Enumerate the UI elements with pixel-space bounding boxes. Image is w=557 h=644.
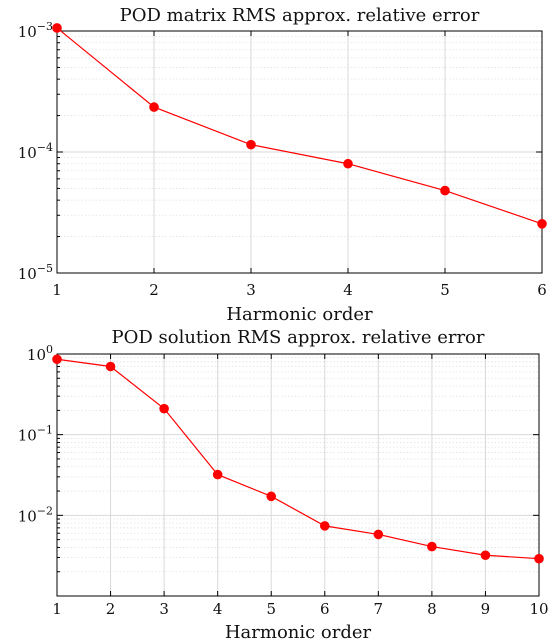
data-point	[52, 23, 62, 33]
data-point	[246, 139, 256, 150]
y-tick-label: 10−2	[18, 504, 53, 525]
x-tick-label: 5	[266, 600, 276, 618]
data-point	[149, 102, 159, 112]
x-tick-label: 4	[343, 281, 353, 299]
x-tick-label: 1	[52, 281, 62, 299]
x-tick-label: 10	[529, 600, 548, 618]
x-axis-label: Harmonic order	[225, 622, 372, 643]
chart-title: POD matrix RMS approx. relative error	[120, 5, 480, 26]
y-tick-label: 10−3	[18, 20, 53, 41]
x-tick-label: 2	[149, 281, 159, 299]
data-point	[480, 550, 491, 561]
x-tick-label: 7	[374, 600, 384, 618]
chart-pod-solution-error: 1 2 3 4 5 6 7 8 9 10 10−2 10−1 100 POD solution RMS a…	[18, 327, 549, 643]
x-tick-label: 1	[52, 600, 62, 618]
data-point	[534, 553, 544, 564]
x-tick-label: 5	[440, 281, 450, 299]
x-tick-label: 6	[537, 281, 547, 299]
y-tick-label: 100	[27, 343, 53, 364]
x-tick-label: 3	[246, 281, 256, 299]
data-point	[52, 354, 62, 365]
data-point	[319, 521, 330, 531]
data-point	[427, 541, 437, 552]
x-tick-label: 3	[159, 600, 169, 618]
data-point	[440, 185, 450, 196]
x-tick-label: 8	[427, 600, 437, 618]
plot-area	[57, 354, 539, 596]
y-tick-label: 10−1	[18, 424, 53, 445]
data-point	[373, 529, 384, 540]
y-tick-label: 10−5	[18, 262, 53, 283]
data-point	[343, 158, 353, 169]
x-axis-label: Harmonic order	[226, 304, 373, 325]
x-tick-label: 2	[106, 600, 116, 618]
data-point	[159, 403, 169, 414]
data-point	[105, 361, 116, 372]
axes-frame	[56, 353, 540, 597]
data-point	[537, 219, 547, 229]
series-line	[56, 358, 540, 560]
chart-title: POD solution RMS approx. relative error	[111, 327, 484, 348]
y-tick-label: 10−4	[18, 141, 53, 162]
x-tick-label: 9	[481, 600, 491, 618]
data-point	[266, 491, 277, 502]
series-line	[56, 27, 543, 225]
x-tick-label: 4	[213, 600, 223, 618]
x-tick-label: 6	[320, 600, 330, 618]
data-point	[212, 469, 223, 480]
chart-pod-matrix-error: 1 2 3 4 5 6 10−5 10−4 10−3 POD matrix RMS approx.…	[18, 5, 547, 325]
